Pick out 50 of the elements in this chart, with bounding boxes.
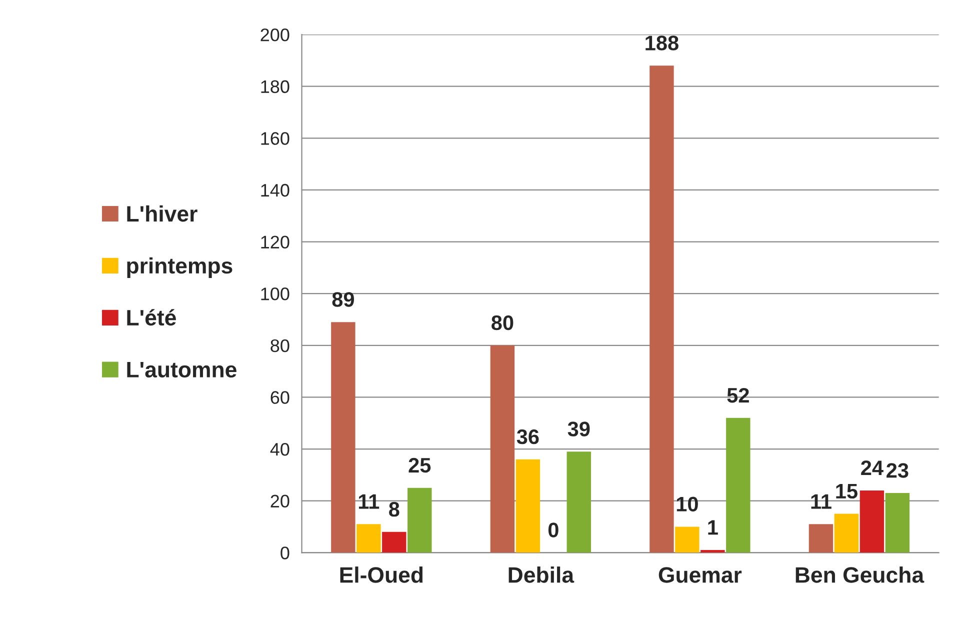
x-tick-label: Debila [508,566,574,583]
bar [356,524,381,553]
bar [700,550,725,553]
data-label: 1 [708,520,718,535]
x-tick-label: El-Oued [340,566,423,583]
bar [860,490,884,553]
y-tick-label: 0 [280,546,290,560]
data-label: 25 [408,458,431,473]
data-label: 0 [548,522,558,538]
data-label: 11 [358,494,380,509]
data-label: 80 [492,315,514,330]
data-label: 23 [886,463,908,478]
data-label: 15 [836,484,858,499]
data-label: 8 [389,502,400,517]
data-label: 39 [568,422,590,436]
y-tick-label: 160 [261,132,290,145]
y-tick-label: 20 [270,494,290,508]
data-label: 89 [332,292,354,307]
y-tick-label: 60 [270,391,290,404]
y-tick-label: 40 [270,442,290,456]
bar [885,493,910,553]
data-label: 24 [861,460,884,476]
bar [808,524,834,553]
bar [650,66,674,553]
x-tick-label: Guemar [658,567,742,583]
legend-label: printemps [127,257,232,278]
bar [516,459,540,553]
y-tick-label: 200 [260,28,290,42]
data-label: 10 [676,496,698,512]
legend-label: L'été [127,309,176,326]
data-label: 188 [646,36,678,50]
bar [490,345,515,553]
y-tick-label: 180 [261,80,290,94]
bar [726,418,750,553]
y-tick-label: 100 [261,288,290,300]
legend-label: L'automne [127,362,236,378]
bar [382,532,406,553]
legend-label: L'hiver [127,205,198,222]
y-tick-label: 140 [261,184,290,197]
y-tick-label: 80 [270,339,290,352]
data-label: 11 [811,494,832,509]
y-tick-label: 120 [261,236,290,248]
data-label: 52 [727,388,749,403]
data-label: 36 [516,429,539,444]
bar [408,488,432,553]
bar [675,526,700,553]
bar [834,514,859,553]
bar [566,452,591,553]
x-tick-label: Ben Geucha [796,566,924,583]
bar [331,322,356,553]
